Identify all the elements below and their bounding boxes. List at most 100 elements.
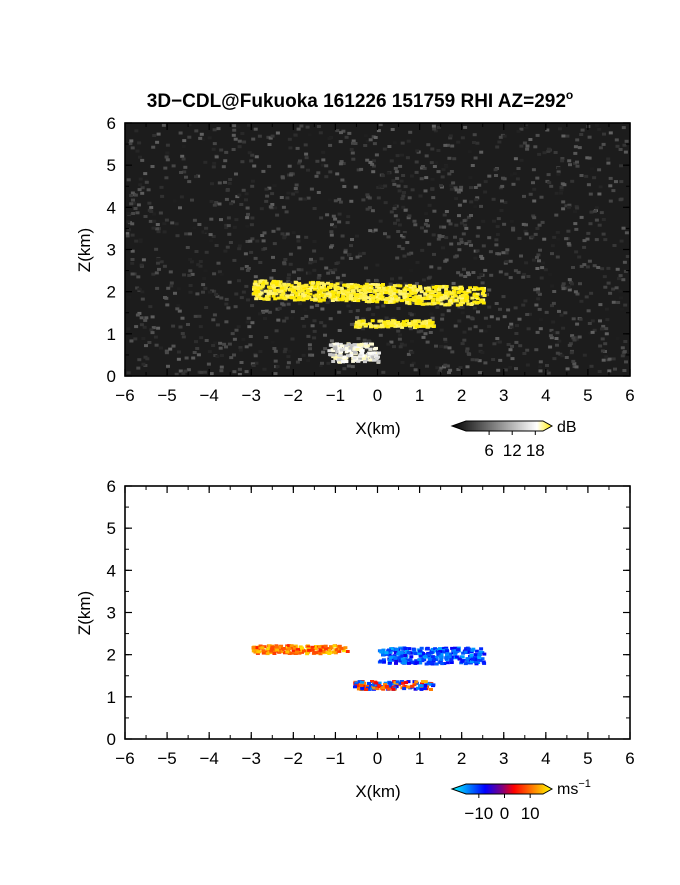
noise-cell — [395, 256, 400, 260]
noise-cell — [481, 244, 486, 248]
noise-cell — [300, 317, 305, 320]
noise-cell — [601, 358, 606, 362]
noise-cell — [479, 329, 484, 333]
noise-cell — [131, 201, 136, 205]
x-tick-label: 5 — [583, 386, 592, 405]
echo-cell — [415, 288, 420, 292]
echo-cell — [394, 295, 398, 299]
noise-cell — [209, 199, 214, 203]
noise-cell — [298, 159, 302, 163]
noise-cell — [559, 191, 564, 195]
noise-cell — [194, 129, 199, 133]
noise-cell — [592, 328, 597, 332]
echo-cell — [419, 657, 424, 661]
noise-cell — [203, 269, 208, 273]
noise-cell — [139, 316, 144, 320]
noise-cell — [192, 226, 197, 230]
noise-cell — [149, 328, 154, 332]
noise-cell — [588, 222, 593, 226]
noise-cell — [150, 165, 155, 168]
noise-cell — [152, 219, 157, 223]
noise-cell — [414, 170, 419, 174]
noise-cell — [223, 249, 228, 253]
noise-cell — [339, 131, 343, 135]
noise-cell — [177, 350, 181, 354]
echo-cell — [380, 325, 385, 329]
noise-cell — [537, 223, 542, 227]
noise-cell — [139, 263, 144, 267]
noise-cell — [393, 221, 397, 225]
noise-cell — [539, 195, 544, 199]
noise-cell — [188, 232, 192, 236]
echo-cell — [325, 288, 330, 292]
echo-cell — [322, 292, 327, 296]
echo-cell — [297, 296, 302, 300]
noise-cell — [594, 123, 599, 127]
noise-cell — [249, 159, 254, 163]
noise-cell — [367, 340, 372, 344]
noise-cell — [264, 309, 269, 313]
noise-cell — [619, 164, 623, 168]
noise-cell — [129, 339, 134, 343]
noise-cell — [502, 134, 507, 138]
echo-cell — [468, 286, 473, 290]
echo-cell — [292, 646, 297, 650]
noise-cell — [450, 350, 455, 354]
noise-cell — [442, 225, 447, 229]
noise-cell — [407, 196, 412, 200]
noise-cell — [183, 369, 188, 373]
noise-cell — [329, 233, 334, 237]
echo-cell — [406, 685, 411, 689]
noise-cell — [429, 161, 434, 165]
echo-cell — [297, 651, 302, 655]
noise-cell — [285, 196, 290, 200]
noise-cell — [239, 361, 244, 364]
noise-cell — [320, 361, 324, 365]
echo-cell — [406, 680, 411, 684]
noise-cell — [264, 199, 269, 203]
noise-cell — [188, 284, 193, 287]
noise-cell — [523, 299, 528, 303]
noise-cell — [611, 189, 616, 193]
noise-cell — [497, 140, 502, 144]
noise-cell — [456, 368, 461, 371]
noise-cell — [241, 188, 246, 192]
echo-cell — [398, 659, 403, 663]
noise-cell — [619, 307, 624, 311]
noise-cell — [165, 143, 170, 147]
noise-cell — [322, 324, 327, 328]
echo-cell — [358, 323, 363, 327]
echo-cell — [417, 652, 422, 655]
noise-cell — [620, 346, 625, 350]
noise-cell — [275, 307, 280, 311]
echo-cell — [337, 649, 342, 653]
noise-cell — [349, 148, 354, 151]
noise-cell — [342, 180, 347, 184]
noise-cell — [567, 278, 572, 282]
noise-cell — [575, 160, 579, 164]
echo-cell — [474, 660, 479, 664]
noise-cell — [572, 362, 577, 366]
noise-cell — [439, 184, 443, 188]
noise-cell — [254, 155, 259, 159]
noise-cell — [338, 200, 343, 204]
noise-cell — [161, 123, 166, 127]
noise-cell — [333, 225, 337, 229]
noise-cell — [196, 353, 201, 357]
echo-cell — [279, 286, 284, 290]
echo-cell — [338, 346, 343, 350]
echo-cell — [338, 342, 343, 346]
echo-cell — [369, 324, 373, 328]
noise-cell — [588, 331, 593, 335]
noise-cell — [204, 306, 209, 309]
echo-cell — [409, 292, 414, 296]
noise-cell — [606, 281, 611, 285]
echo-cell — [442, 662, 447, 665]
echo-cell — [327, 285, 331, 289]
noise-cell — [236, 125, 241, 129]
echo-cell — [297, 290, 302, 294]
noise-cell — [401, 205, 406, 209]
y-tick-label: 0 — [107, 730, 116, 749]
x-tick-label: −2 — [284, 749, 303, 768]
noise-cell — [253, 354, 258, 358]
